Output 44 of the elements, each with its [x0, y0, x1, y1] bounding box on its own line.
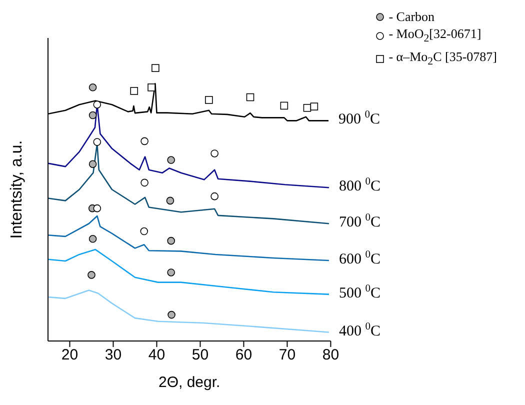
point [140, 178, 148, 187]
series-label: 700 $^{0}$C [338, 212, 380, 232]
x-tick-label: 70 [278, 346, 296, 364]
x-tick-label: 20 [61, 346, 78, 364]
point [167, 268, 175, 276]
point [168, 310, 176, 319]
point [140, 137, 148, 146]
x-tick-label: 40 [148, 346, 166, 364]
point [88, 84, 97, 92]
point [152, 64, 160, 72]
legend-label: - α–Mo$_{2}$C [35-0787] [388, 48, 497, 70]
series-label: 900 $^{0}$C [338, 110, 380, 128]
series-label: 400 $^{0}$C [338, 321, 380, 340]
y-axis-title: Intentsity, a.u. [8, 140, 26, 239]
point [167, 156, 175, 164]
point [205, 96, 213, 104]
point [303, 104, 312, 112]
point [210, 192, 218, 200]
point [246, 93, 254, 102]
point [88, 235, 97, 243]
x-tick-label: 30 [104, 346, 122, 364]
legend-label: - MoO$_{2}$[32-0671] [388, 25, 482, 47]
point [310, 102, 318, 110]
point [140, 227, 148, 236]
point [130, 87, 138, 95]
x-tick-label: 50 [192, 346, 209, 364]
point [280, 102, 288, 110]
series-label: 800 $^{0}$C [338, 176, 380, 196]
series-label: 500 $^{0}$C [338, 283, 380, 302]
point [88, 160, 97, 168]
legend-label: - Carbon [388, 8, 435, 25]
point [167, 236, 175, 245]
point [166, 196, 174, 205]
series-label: 600 $^{0}$C [338, 249, 380, 268]
point [88, 111, 97, 120]
point [93, 100, 102, 109]
point [210, 150, 218, 158]
point [148, 84, 156, 92]
x-tick-label: 60 [235, 346, 252, 364]
point [93, 138, 102, 146]
x-tick-label: 80 [322, 346, 340, 364]
x-axis-title: 2Θ, degr. [158, 374, 220, 391]
point [93, 204, 102, 212]
point [88, 271, 96, 279]
